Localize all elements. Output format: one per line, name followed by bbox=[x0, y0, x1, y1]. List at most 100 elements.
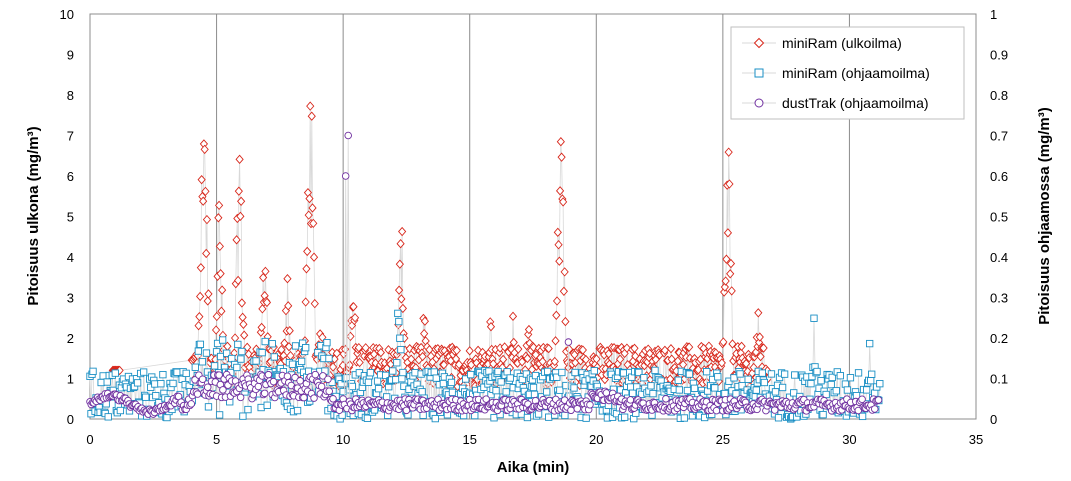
square-point bbox=[293, 406, 302, 415]
circle-point bbox=[870, 405, 879, 413]
diamond-point bbox=[354, 342, 363, 353]
square-point bbox=[832, 387, 840, 395]
square-point bbox=[116, 406, 125, 415]
square-point bbox=[467, 370, 475, 379]
square-point bbox=[771, 388, 780, 396]
diamond-point bbox=[332, 348, 341, 359]
square-point bbox=[529, 383, 538, 392]
diamond-point bbox=[203, 296, 212, 306]
square-point bbox=[651, 366, 659, 375]
square-point bbox=[252, 357, 260, 365]
square-point bbox=[494, 367, 502, 376]
diamond-point bbox=[561, 316, 570, 327]
legend-marker-diamond bbox=[753, 37, 765, 49]
circle-point bbox=[626, 396, 635, 404]
diamond-point bbox=[559, 286, 568, 296]
square-point bbox=[397, 345, 405, 354]
circle-point bbox=[300, 393, 308, 402]
diamond-point bbox=[284, 342, 294, 352]
square-point bbox=[223, 349, 231, 357]
square-point bbox=[210, 362, 219, 370]
diamond-point bbox=[197, 174, 206, 185]
square-point bbox=[348, 382, 356, 391]
diamond-point bbox=[232, 235, 241, 245]
legend-label-2: miniRam (ohjaamoilma) bbox=[782, 65, 930, 81]
diamond-point bbox=[394, 285, 404, 295]
data-points bbox=[86, 101, 884, 423]
circle-point bbox=[310, 394, 318, 402]
diamond-point bbox=[555, 186, 565, 196]
diamond-point bbox=[727, 286, 736, 296]
diamond-point bbox=[420, 316, 430, 326]
square-point bbox=[866, 339, 874, 348]
square-point bbox=[258, 348, 266, 357]
square-point bbox=[270, 353, 278, 361]
diamond-point bbox=[262, 297, 272, 308]
y-right-tick-label: 0.1 bbox=[990, 372, 1008, 387]
diamond-point bbox=[307, 111, 316, 121]
square-point bbox=[674, 376, 682, 384]
square-point bbox=[730, 374, 738, 382]
circle-point bbox=[482, 395, 490, 403]
diamond-point bbox=[216, 269, 225, 279]
y-axis-title-right: Pitoisuus ohjaamossa (mg/m³) bbox=[1036, 107, 1053, 325]
y-right-tick-label: 0.9 bbox=[990, 48, 1008, 63]
diamond-point bbox=[236, 211, 245, 222]
diamond-point bbox=[737, 341, 746, 351]
diamond-point bbox=[398, 226, 407, 237]
diamond-point bbox=[719, 337, 728, 347]
circle-point bbox=[215, 371, 223, 379]
x-tick-label: 20 bbox=[589, 432, 603, 447]
square-point bbox=[382, 371, 390, 380]
square-point bbox=[732, 390, 740, 398]
y-left-tick-label: 2 bbox=[67, 331, 74, 346]
square-point bbox=[238, 347, 246, 356]
circle-point bbox=[296, 377, 304, 385]
square-point bbox=[808, 372, 816, 381]
square-point bbox=[257, 403, 265, 412]
square-point bbox=[216, 352, 225, 361]
diamond-point bbox=[202, 248, 211, 259]
square-point bbox=[448, 388, 457, 397]
square-point bbox=[392, 376, 400, 384]
square-point bbox=[97, 378, 105, 387]
square-point bbox=[471, 411, 479, 420]
square-point bbox=[173, 368, 181, 376]
x-tick-label: 5 bbox=[213, 432, 220, 447]
diamond-point bbox=[754, 308, 763, 318]
square-point bbox=[810, 314, 818, 322]
circle-point bbox=[193, 390, 202, 398]
diamond-point bbox=[554, 240, 563, 250]
diamond-point bbox=[509, 337, 518, 348]
tick-labels: 0 5 10 15 20 25 30 35 0 1 2 3 4 5 6 7 8 9 10 0 0.1 0.2 0.3 0.4 0… bbox=[60, 7, 1009, 447]
square-point bbox=[841, 380, 850, 388]
y-left-tick-label: 6 bbox=[67, 169, 74, 184]
circle-point bbox=[329, 395, 337, 403]
diamond-point bbox=[559, 197, 568, 207]
square-point bbox=[202, 349, 211, 357]
diamond-point bbox=[723, 228, 733, 238]
square-point bbox=[439, 379, 448, 388]
square-point bbox=[590, 367, 598, 375]
y-left-tick-label: 1 bbox=[67, 372, 74, 387]
square-point bbox=[523, 413, 532, 422]
diamond-point bbox=[722, 254, 731, 264]
square-point bbox=[807, 380, 815, 388]
diamond-point bbox=[258, 304, 267, 314]
diamond-point bbox=[495, 347, 504, 358]
square-point bbox=[790, 389, 798, 397]
y-axis-title-left: Pitoisuus ulkona (mg/m³) bbox=[25, 126, 42, 305]
square-point bbox=[389, 367, 397, 375]
diamond-point bbox=[309, 218, 318, 229]
circle-point bbox=[219, 386, 227, 394]
diamond-point bbox=[239, 319, 248, 330]
square-point bbox=[791, 371, 799, 379]
square-point bbox=[263, 401, 271, 409]
square-point bbox=[490, 414, 498, 422]
square-point bbox=[518, 375, 527, 384]
square-point bbox=[363, 414, 372, 422]
square-point bbox=[627, 383, 635, 391]
square-point bbox=[647, 382, 655, 390]
square-point bbox=[582, 414, 590, 422]
